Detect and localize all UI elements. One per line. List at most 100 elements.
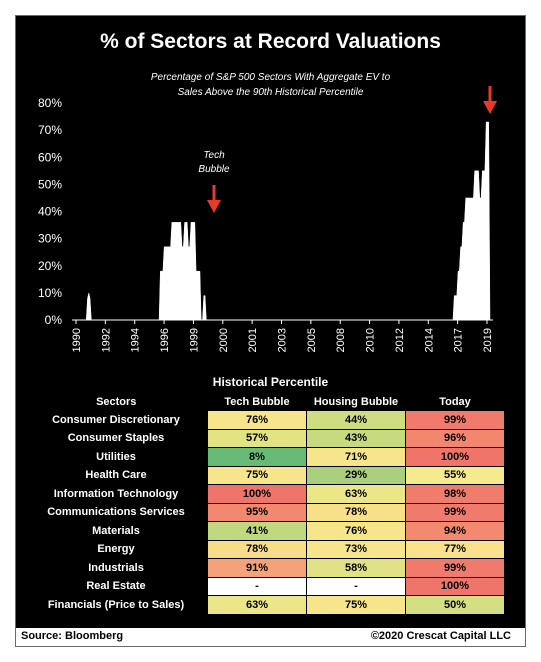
- copyright-note: ©2020 Crescat Capital LLC: [370, 630, 511, 642]
- housing-bubble-value: 75%: [306, 595, 406, 615]
- x-tick-label: 1992: [100, 328, 112, 352]
- tech-bubble-value: 75%: [207, 465, 307, 485]
- today-value: 94%: [405, 521, 505, 541]
- table-row: Consumer Discretionary 76% 44% 99%: [25, 410, 505, 430]
- arrow-down-icon-tech-bubble: [207, 185, 221, 213]
- housing-bubble-value: 76%: [306, 521, 406, 541]
- today-value: 98%: [405, 484, 505, 504]
- tech-bubble-value: 78%: [207, 539, 307, 559]
- chart-title: % of Sectors at Record Valuations: [100, 30, 441, 53]
- x-tick-label: 1990: [71, 328, 83, 352]
- housing-bubble-value: 58%: [306, 558, 406, 578]
- today-value: 96%: [405, 428, 505, 448]
- housing-bubble-value: 44%: [306, 410, 406, 430]
- y-tick-label: 40%: [38, 205, 62, 219]
- sector-name: Information Technology: [53, 487, 179, 500]
- table-row: Industrials 91% 58% 99%: [25, 558, 505, 578]
- header-housing-bubble: Housing Bubble: [313, 395, 399, 408]
- housing-bubble-value: 73%: [306, 539, 406, 559]
- tech-bubble-value: 63%: [207, 595, 307, 615]
- x-tick-label: 1999: [188, 328, 200, 352]
- table-row: Real Estate - -100%: [25, 576, 505, 596]
- sector-name: Health Care: [85, 469, 147, 482]
- y-axis: 0% 10% 20% 30% 40% 50% 60% 70% 80%: [38, 96, 62, 327]
- housing-bubble-value: -: [306, 576, 406, 596]
- chart-subtitle-line2: Sales Above the 90th Historical Percenti…: [177, 87, 364, 98]
- x-axis: 1990 1992 1994 1996 1999 2000 2001 2003 2005 2008…: [71, 320, 494, 352]
- table-row: Energy 78% 73% 77%: [25, 539, 505, 559]
- y-tick-label: 0%: [45, 313, 63, 327]
- sector-name: Industrials: [88, 561, 144, 574]
- today-value: 100%: [405, 447, 505, 467]
- y-tick-label: 80%: [38, 96, 62, 110]
- housing-bubble-value: 71%: [306, 447, 406, 467]
- sector-name: Real Estate: [86, 580, 146, 593]
- x-tick-label: 2014: [423, 328, 435, 352]
- x-tick-label: 2000: [218, 328, 230, 352]
- table-row: Materials 41% 76% 94%: [25, 521, 505, 541]
- footer-bar: Source: Bloomberg ©2020 Crescat Capital …: [16, 628, 525, 646]
- housing-bubble-value: 29%: [306, 465, 406, 485]
- today-value: 55%: [405, 465, 505, 485]
- area-chart: 0%10%20%30%40%50%60%70%80% 1990 1992 1994 1…: [38, 86, 497, 352]
- y-tick-label: 10%: [38, 286, 62, 300]
- y-tick-label: 60%: [38, 150, 62, 164]
- table-row: Information Technology 100% 63% 98%: [25, 484, 505, 504]
- sector-name: Consumer Discretionary: [52, 413, 180, 426]
- x-tick-label: 2005: [306, 328, 318, 352]
- header-sectors: Sectors: [96, 395, 137, 408]
- chart-subtitle-line1: Percentage of S&P 500 Sectors With Aggre…: [150, 72, 391, 83]
- today-value: 99%: [405, 502, 505, 522]
- x-tick-label: 2012: [394, 328, 406, 352]
- x-tick-label: 2001: [247, 328, 259, 352]
- today-value: 77%: [405, 539, 505, 559]
- sector-name: Financials (Price to Sales): [47, 598, 185, 611]
- x-tick-label: 2008: [335, 328, 347, 352]
- table-row: Communications Services 95% 78% 99%: [25, 502, 505, 522]
- tech-bubble-value: 57%: [207, 428, 307, 448]
- sector-name: Communications Services: [47, 506, 185, 519]
- sector-name: Consumer Staples: [67, 432, 165, 445]
- today-value: 50%: [405, 595, 505, 615]
- housing-bubble-value: 63%: [306, 484, 406, 504]
- source-note: Source: Bloomberg: [21, 630, 124, 642]
- tech-bubble-value: 91%: [207, 558, 307, 578]
- x-tick-label: 2003: [277, 328, 289, 352]
- today-value: 99%: [405, 558, 505, 578]
- sector-name: Energy: [97, 543, 135, 556]
- table-row: Financials (Price to Sales) 63% 75% 50%: [25, 595, 505, 615]
- tech-bubble-value: 41%: [207, 521, 307, 541]
- table-row: Health Care 75% 29% 55%: [25, 465, 505, 485]
- table-header-row: Sectors Tech Bubble Housing Bubble Today: [25, 393, 505, 411]
- annotation-tech-line1: Tech: [203, 150, 225, 161]
- table-row: Consumer Staples 57% 43% 96%: [25, 428, 505, 448]
- table-title: Historical Percentile: [212, 375, 329, 389]
- sector-name: Materials: [92, 524, 140, 537]
- sector-name: Utilities: [96, 450, 136, 463]
- tech-bubble-value: 100%: [207, 484, 307, 504]
- header-tech-bubble: Tech Bubble: [224, 395, 290, 408]
- y-tick-label: 70%: [38, 123, 62, 137]
- x-tick-label: 1994: [130, 328, 142, 352]
- arrow-down-icon-today: [483, 86, 497, 114]
- x-tick-label: 1996: [159, 328, 171, 352]
- tech-bubble-value: 8%: [207, 447, 307, 467]
- annotation-tech-line2: Bubble: [198, 164, 230, 175]
- housing-bubble-value: 43%: [306, 428, 406, 448]
- area-series: [76, 121, 491, 321]
- table-row: Utilities 8% 71% 100%: [25, 447, 505, 467]
- today-value: 100%: [405, 576, 505, 596]
- housing-bubble-value: 78%: [306, 502, 406, 522]
- y-tick-label: 50%: [38, 177, 62, 191]
- tech-bubble-value: 95%: [207, 502, 307, 522]
- percentile-table: Sectors Tech Bubble Housing Bubble Today…: [25, 393, 505, 615]
- x-tick-label: 2017: [453, 328, 465, 352]
- y-tick-label: 30%: [38, 232, 62, 246]
- x-tick-label: 2019: [482, 328, 494, 352]
- today-value: 99%: [405, 410, 505, 430]
- x-tick-label: 2010: [365, 328, 377, 352]
- header-today: Today: [439, 395, 471, 408]
- y-tick-label: 20%: [38, 259, 62, 273]
- tech-bubble-value: 76%: [207, 410, 307, 430]
- tech-bubble-value: -: [207, 576, 307, 596]
